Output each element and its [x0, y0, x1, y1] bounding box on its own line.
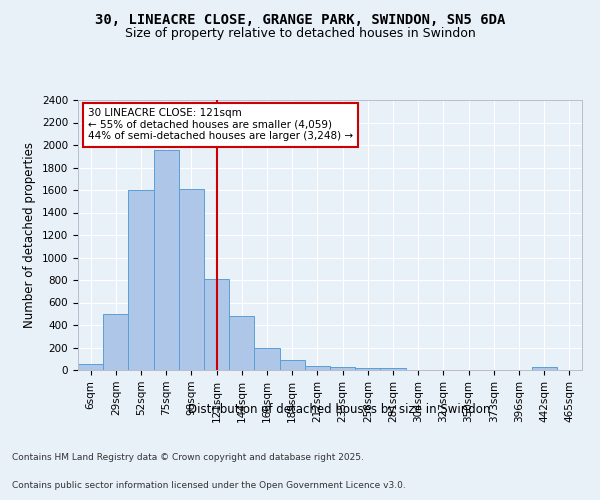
Bar — [204, 279, 229, 370]
Bar — [305, 366, 330, 370]
Text: 30 LINEACRE CLOSE: 121sqm
← 55% of detached houses are smaller (4,059)
44% of se: 30 LINEACRE CLOSE: 121sqm ← 55% of detac… — [88, 108, 353, 142]
Bar — [532, 367, 557, 370]
Bar — [229, 316, 254, 370]
Bar — [254, 348, 280, 370]
Text: Contains public sector information licensed under the Open Government Licence v3: Contains public sector information licen… — [12, 481, 406, 490]
Bar — [103, 314, 128, 370]
Bar — [330, 366, 355, 370]
Text: Contains HM Land Registry data © Crown copyright and database right 2025.: Contains HM Land Registry data © Crown c… — [12, 454, 364, 462]
Bar — [154, 150, 179, 370]
Bar — [280, 360, 305, 370]
Y-axis label: Number of detached properties: Number of detached properties — [23, 142, 37, 328]
Text: Distribution of detached houses by size in Swindon: Distribution of detached houses by size … — [188, 402, 490, 415]
Text: 30, LINEACRE CLOSE, GRANGE PARK, SWINDON, SN5 6DA: 30, LINEACRE CLOSE, GRANGE PARK, SWINDON… — [95, 12, 505, 26]
Bar — [78, 364, 103, 370]
Text: Size of property relative to detached houses in Swindon: Size of property relative to detached ho… — [125, 28, 475, 40]
Bar — [179, 189, 204, 370]
Bar — [355, 368, 380, 370]
Bar — [380, 368, 406, 370]
Bar — [128, 190, 154, 370]
